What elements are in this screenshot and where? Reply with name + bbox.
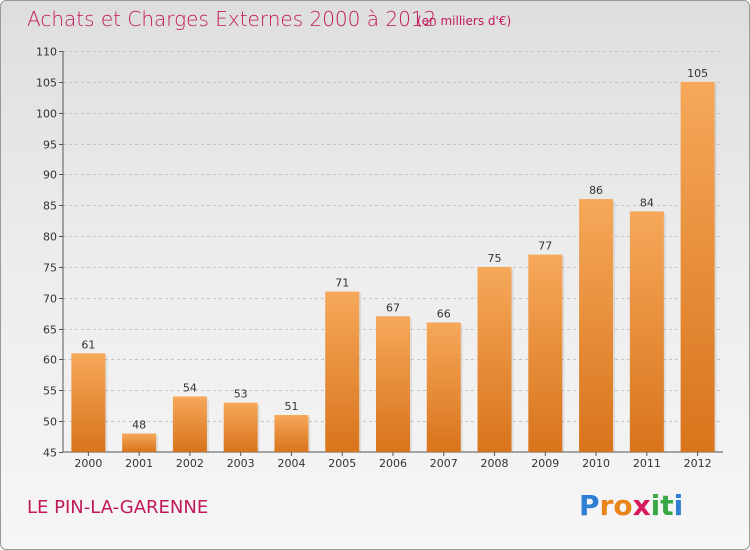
- y-tick-label: 75: [43, 262, 57, 275]
- data-labels: 61 48 54 53 51 71 67 66 75 77 86 84 105: [81, 67, 708, 432]
- bar-value-label: 75: [488, 252, 502, 265]
- y-tick-label: 60: [43, 354, 57, 367]
- bar-shadow: [714, 83, 717, 452]
- bar: [172, 396, 207, 452]
- y-tick-label: 45: [43, 447, 57, 460]
- x-tick-label: 2006: [379, 457, 407, 470]
- x-tick-label: 2008: [481, 457, 509, 470]
- x-axis: 2000 2001 2002 2003 2004 2005 2006 2007 2008 2009…: [74, 452, 712, 470]
- bar-value-label: 84: [640, 196, 654, 209]
- y-tick-label: 65: [43, 324, 57, 337]
- x-tick-label: 2002: [176, 457, 204, 470]
- bar: [376, 316, 410, 452]
- bar-shadow: [410, 318, 412, 452]
- bar-shadow: [156, 435, 159, 452]
- logo-letter: P: [579, 489, 600, 522]
- x-tick-label: 2012: [684, 457, 712, 470]
- bar: [122, 433, 157, 452]
- bar-value-label: 66: [437, 307, 451, 320]
- bar-value-label: 53: [234, 388, 248, 401]
- x-tick-label: 2003: [227, 457, 255, 470]
- x-tick-label: 2010: [582, 457, 610, 470]
- bar-value-label: 67: [386, 301, 400, 314]
- logo-letter: x: [632, 489, 651, 522]
- bar-value-label: 54: [183, 381, 197, 394]
- bar-shadow: [613, 201, 616, 452]
- bar: [579, 199, 614, 452]
- bar-shadow: [308, 416, 311, 452]
- x-tick-label: 2007: [430, 457, 458, 470]
- bar-shadow: [562, 256, 565, 452]
- bar-shadow: [460, 324, 463, 452]
- bar-value-label: 77: [538, 240, 552, 253]
- bar-value-label: 86: [589, 184, 603, 197]
- proxiti-logo[interactable]: Proxiti: [579, 489, 683, 522]
- bar: [223, 402, 258, 452]
- bar-shadow: [663, 213, 666, 452]
- y-tick-label: 85: [43, 200, 57, 213]
- bar-shadow: [511, 268, 514, 452]
- x-tick-label: 2009: [531, 457, 559, 470]
- logo-letter: r: [599, 489, 614, 522]
- y-axis: 45 50 55 60 65 70 75 80 85 90 95 100 105 110: [36, 46, 723, 460]
- bar: [426, 322, 461, 452]
- logo-letter: t: [660, 489, 674, 522]
- logo-letter: o: [613, 489, 633, 522]
- bar: [528, 254, 563, 452]
- bar-value-label: 71: [335, 277, 349, 290]
- logo-letter: i: [650, 489, 661, 522]
- bar-value-label: 48: [132, 418, 146, 431]
- bar: [71, 353, 106, 452]
- bar: [629, 211, 664, 452]
- chart-unit: (en milliers d'€): [417, 14, 512, 28]
- bar: [477, 266, 512, 452]
- y-tick-label: 100: [36, 108, 57, 121]
- y-tick-label: 55: [43, 385, 57, 398]
- y-tick-label: 105: [36, 77, 57, 90]
- bar-shadow: [105, 355, 108, 452]
- y-tick-label: 90: [43, 169, 57, 182]
- x-tick-label: 2005: [328, 457, 356, 470]
- x-tick-label: 2011: [633, 457, 661, 470]
- bar-value-label: 51: [284, 400, 298, 413]
- bar-shadow: [257, 404, 260, 452]
- x-tick-label: 2004: [277, 457, 305, 470]
- x-tick-label: 2000: [74, 457, 102, 470]
- y-tick-label: 80: [43, 231, 57, 244]
- chart-title: Achats et Charges Externes 2000 à 2012: [27, 7, 437, 31]
- bar: [325, 291, 360, 452]
- bar-shadow: [359, 293, 362, 452]
- logo-letter: i: [673, 489, 684, 522]
- x-tick-label: 2001: [125, 457, 153, 470]
- bar-value-label: 61: [81, 338, 95, 351]
- y-tick-label: 70: [43, 293, 57, 306]
- town-name: LE PIN-LA-GARENNE: [27, 497, 209, 518]
- y-tick-label: 110: [36, 46, 57, 59]
- bar-value-label: 105: [687, 67, 708, 80]
- y-tick-label: 95: [43, 139, 57, 152]
- bar-shadow: [206, 398, 209, 452]
- bar: [274, 414, 309, 452]
- bars: [71, 81, 717, 452]
- y-tick-label: 50: [43, 416, 57, 429]
- bar: [680, 81, 715, 452]
